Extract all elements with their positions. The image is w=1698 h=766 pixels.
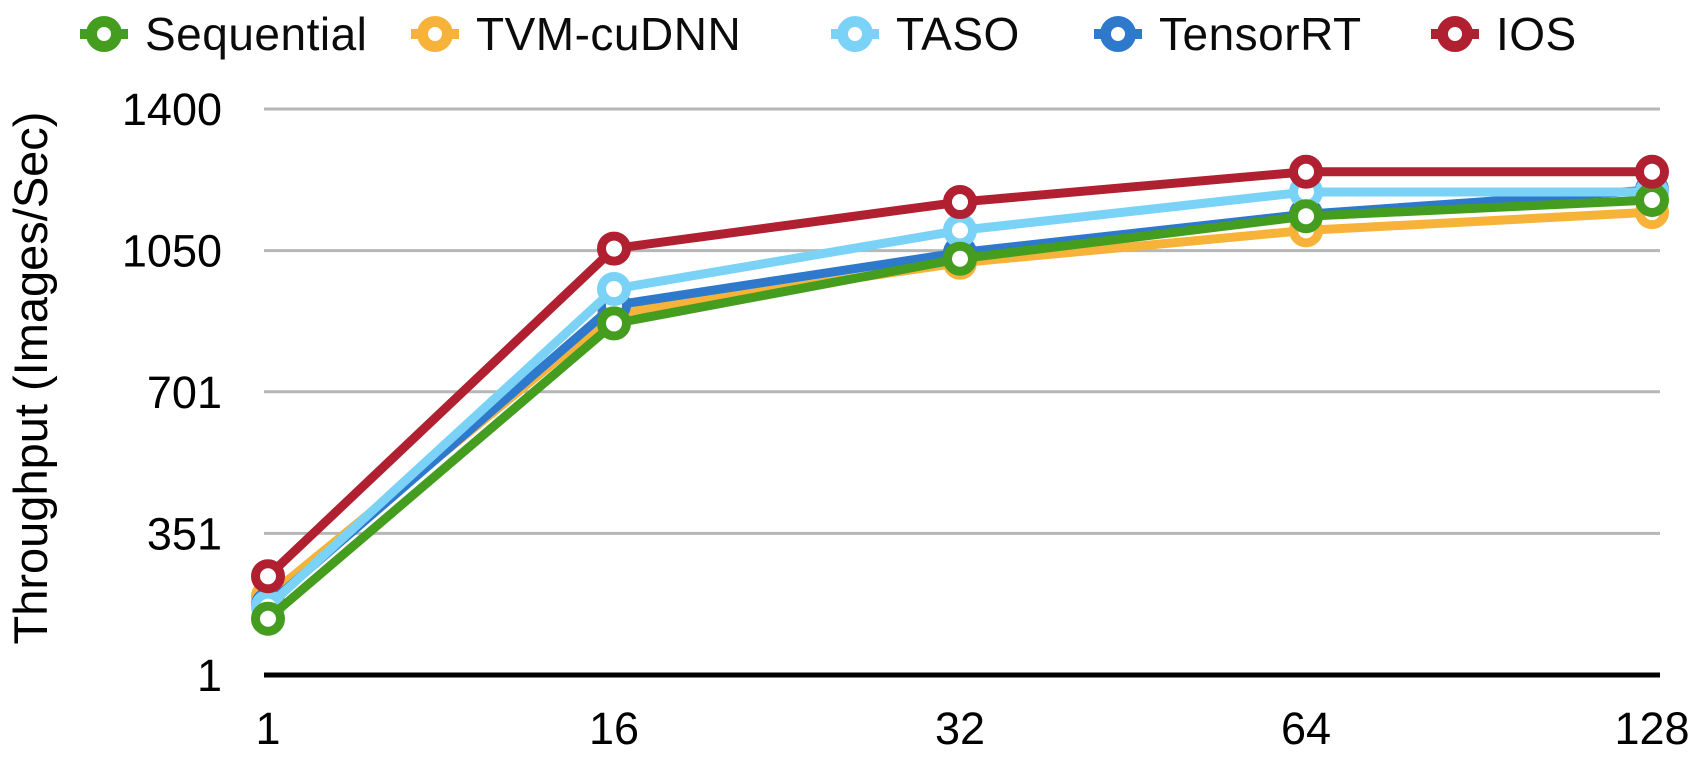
data-point-taso xyxy=(597,272,631,307)
x-tick-label: 1 xyxy=(255,703,280,754)
x-tick-label: 128 xyxy=(1614,703,1689,754)
legend-item-tvm-cudnn: TVM-cuDNN xyxy=(411,2,741,66)
legend-label-sequential: Sequential xyxy=(145,8,368,60)
gridlines-group xyxy=(264,107,1660,678)
data-point-sequential xyxy=(251,601,285,636)
legend-item-tensorrt: TensorRT xyxy=(1094,2,1362,66)
legend-label-tensorrt: TensorRT xyxy=(1159,8,1362,60)
data-point-sequential xyxy=(1289,199,1323,234)
tick-labels-group: 1400 1050 701 351 11 16 32 64 128 xyxy=(122,84,1690,754)
y-tick-label: 1400 xyxy=(122,84,222,135)
data-point-ios xyxy=(251,559,285,594)
x-tick-label: 32 xyxy=(935,703,985,754)
legend-label-ios: IOS xyxy=(1496,8,1577,60)
data-point-taso xyxy=(943,213,977,248)
data-point-ios xyxy=(943,185,977,220)
legend-label-tvm-cudnn: TVM-cuDNN xyxy=(476,8,742,60)
taso-series-marker-icon xyxy=(831,12,879,56)
series-group xyxy=(251,154,1669,636)
y-tick-label: 1 xyxy=(197,650,222,701)
ios-series-marker-icon xyxy=(1431,12,1479,56)
data-point-ios xyxy=(597,231,631,266)
chart-legend: Sequential TVM-cuDNN TASO TensorRT IOS xyxy=(0,2,1698,66)
y-tick-label: 351 xyxy=(147,508,222,559)
sequential-series-marker-icon xyxy=(80,12,128,56)
y-tick-label: 1050 xyxy=(122,226,222,277)
y-axis-title: Throughput (Images/Sec) xyxy=(4,112,57,645)
legend-item-taso: TASO xyxy=(831,2,1020,66)
data-point-sequential xyxy=(1635,183,1669,218)
x-tick-label: 16 xyxy=(589,703,639,754)
data-point-sequential xyxy=(943,241,977,276)
data-point-ios xyxy=(1289,154,1323,189)
x-tick-label: 64 xyxy=(1281,703,1331,754)
tensorrt-series-marker-icon xyxy=(1094,12,1142,56)
tvm-cudnn-series-marker-icon xyxy=(411,12,459,56)
legend-item-ios: IOS xyxy=(1431,2,1577,66)
data-point-ios xyxy=(1635,154,1669,189)
y-tick-label: 701 xyxy=(147,367,222,418)
data-point-sequential xyxy=(597,306,631,341)
legend-label-taso: TASO xyxy=(896,8,1020,60)
legend-item-sequential: Sequential xyxy=(80,2,367,66)
